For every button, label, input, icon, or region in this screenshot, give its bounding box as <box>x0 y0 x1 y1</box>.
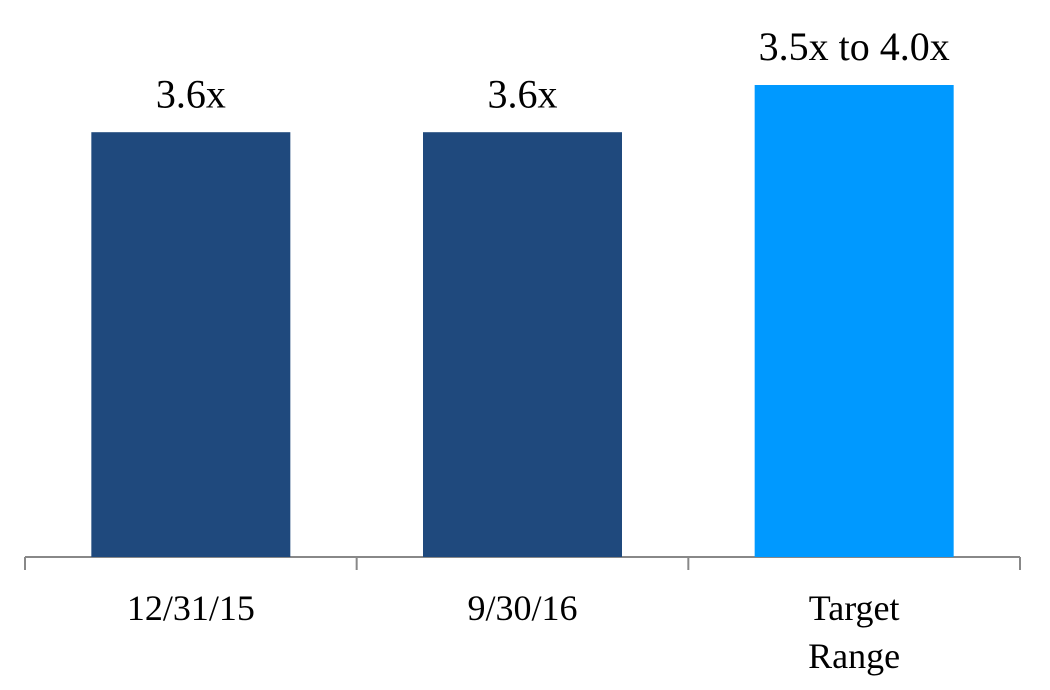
bar <box>91 132 291 557</box>
x-tick-label: 12/31/15 <box>126 588 255 628</box>
value-label: 3.6x <box>488 71 558 116</box>
bar <box>754 85 954 557</box>
x-tick-label: Target Range <box>808 588 901 676</box>
bar <box>423 132 622 557</box>
value-label: 3.5x to 4.0x <box>759 24 950 69</box>
value-label: 3.6x <box>156 71 226 116</box>
x-tick-label: 9/30/16 <box>467 588 578 628</box>
